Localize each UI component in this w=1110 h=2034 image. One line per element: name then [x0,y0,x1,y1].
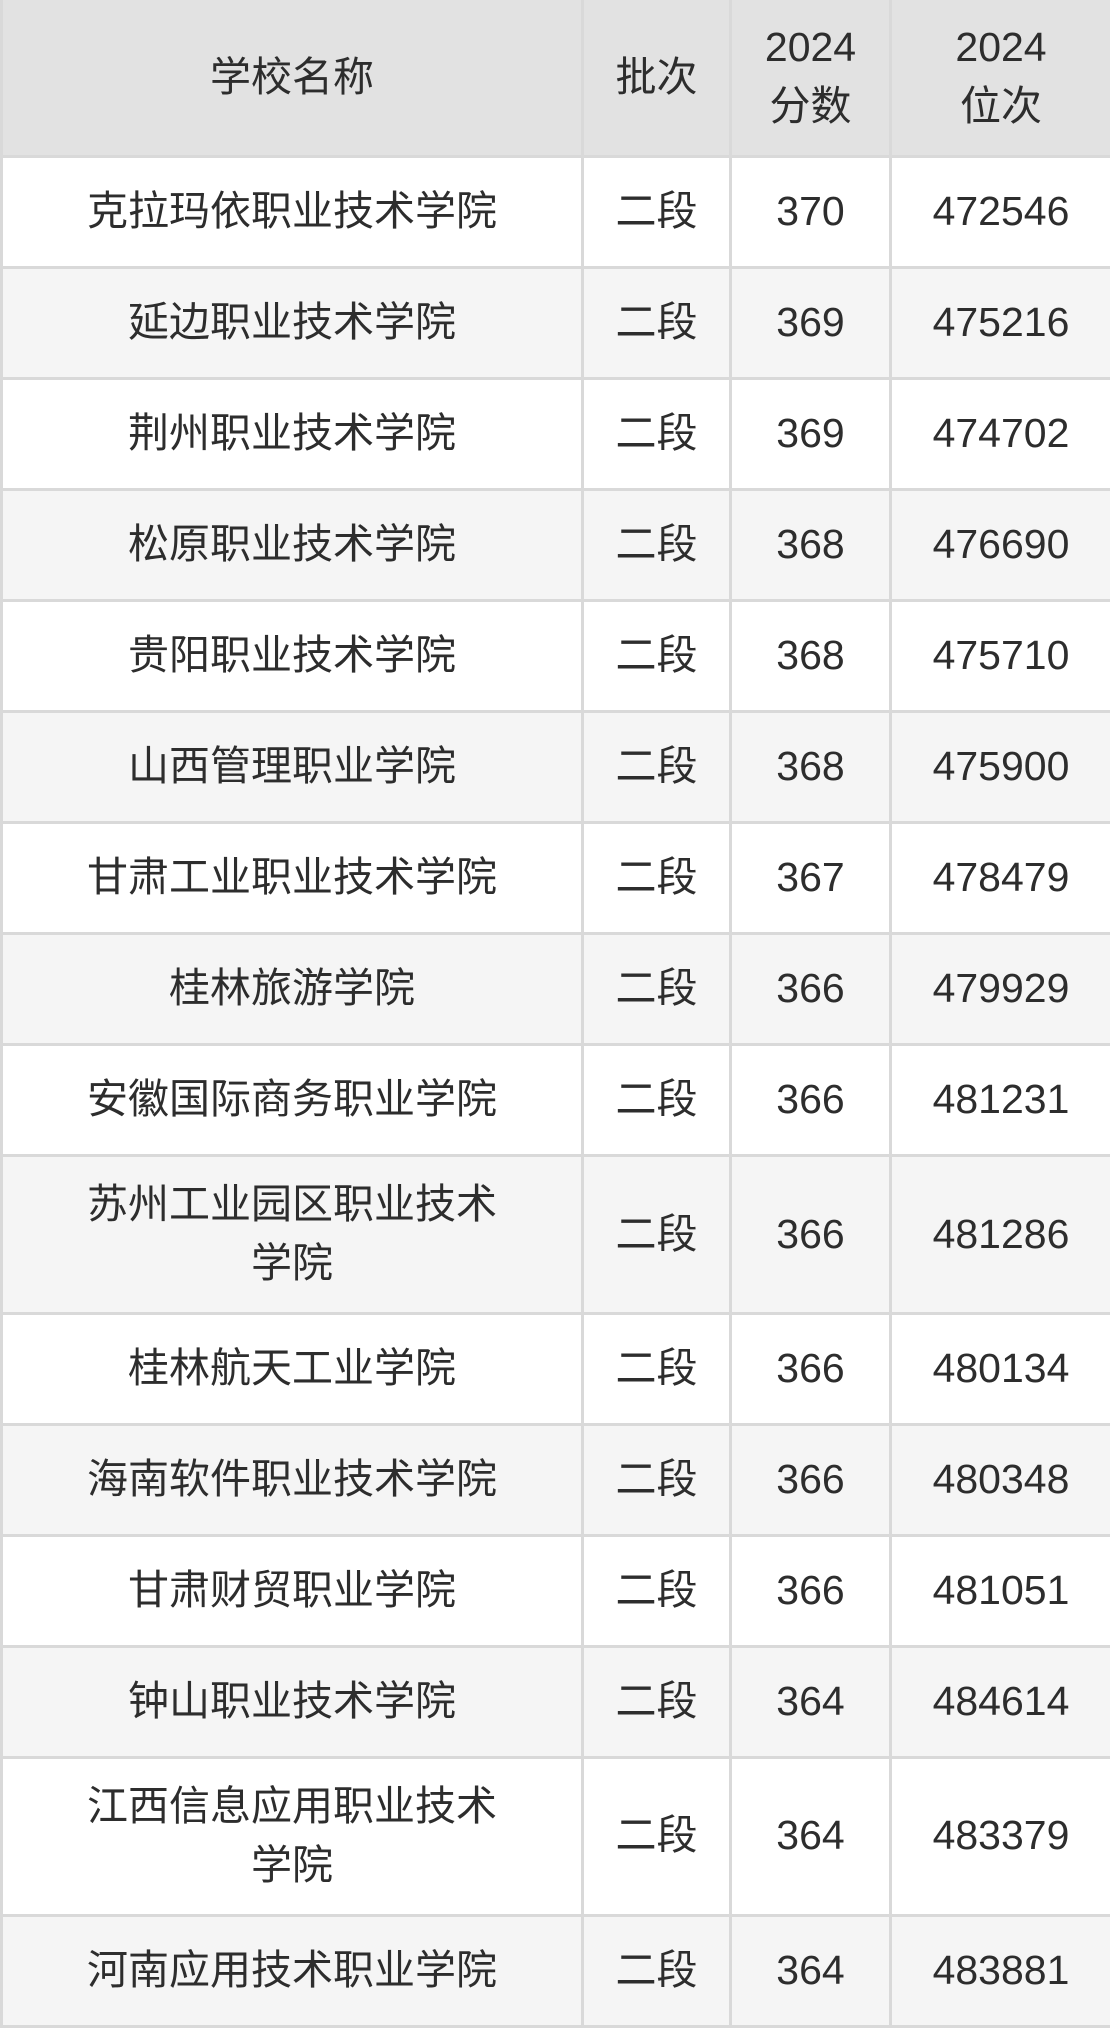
cell-rank: 481051 [889,1533,1110,1648]
cell-score: 366 [729,1422,892,1537]
cell-rank: 476690 [889,487,1110,602]
cell-rank: 481286 [889,1153,1110,1315]
cell-rank: 475710 [889,598,1110,713]
cell-rank: 483881 [889,1913,1110,2028]
cell-score: 364 [729,1644,892,1759]
table-row: 甘肃工业职业技术学院 二段 367 478479 [0,820,1110,935]
table-row: 松原职业技术学院 二段 368 476690 [0,487,1110,602]
table-row: 克拉玛依职业技术学院 二段 370 472546 [0,154,1110,269]
cell-school: 海南软件职业技术学院 [0,1422,584,1537]
col-header-school-name: 学校名称 [0,0,584,158]
table-row: 河南应用技术职业学院 二段 364 483881 [0,1913,1110,2028]
table-row: 苏州工业园区职业技术学院 二段 366 481286 [0,1153,1110,1315]
header-row: 学校名称 批次 2024 分数 2024 位次 [0,0,1110,158]
table-row: 山西管理职业学院 二段 368 475900 [0,709,1110,824]
table-row: 海南软件职业技术学院 二段 366 480348 [0,1422,1110,1537]
col-header-2024-rank: 2024 位次 [889,0,1110,158]
cell-batch: 二段 [581,154,732,269]
table-row: 甘肃财贸职业学院 二段 366 481051 [0,1533,1110,1648]
table-row: 贵阳职业技术学院 二段 368 475710 [0,598,1110,713]
cell-score: 370 [729,154,892,269]
cell-score: 368 [729,709,892,824]
cell-score: 366 [729,1042,892,1157]
cell-score: 364 [729,1755,892,1917]
cell-school: 松原职业技术学院 [0,487,584,602]
cell-school: 苏州工业园区职业技术学院 [0,1153,584,1315]
cell-batch: 二段 [581,598,732,713]
cell-batch: 二段 [581,820,732,935]
cell-school: 荆州职业技术学院 [0,376,584,491]
cell-rank: 481231 [889,1042,1110,1157]
cell-batch: 二段 [581,931,732,1046]
cell-school: 桂林航天工业学院 [0,1311,584,1426]
cell-score: 366 [729,1533,892,1648]
cell-score: 369 [729,376,892,491]
cell-rank: 478479 [889,820,1110,935]
cell-school: 钟山职业技术学院 [0,1644,584,1759]
table-row: 荆州职业技术学院 二段 369 474702 [0,376,1110,491]
table-body: 克拉玛依职业技术学院 二段 370 472546 延边职业技术学院 二段 369 475216… [0,154,1110,2028]
cell-batch: 二段 [581,1153,732,1315]
table-row: 桂林旅游学院 二段 366 479929 [0,931,1110,1046]
cell-school: 甘肃工业职业技术学院 [0,820,584,935]
table-row: 桂林航天工业学院 二段 366 480134 [0,1311,1110,1426]
cell-score: 368 [729,487,892,602]
col-header-2024-score: 2024 分数 [729,0,892,158]
cell-school: 延边职业技术学院 [0,265,584,380]
cell-school: 安徽国际商务职业学院 [0,1042,584,1157]
table-row: 延边职业技术学院 二段 369 475216 [0,265,1110,380]
cell-rank: 474702 [889,376,1110,491]
cell-score: 368 [729,598,892,713]
cell-batch: 二段 [581,1913,732,2028]
cell-rank: 483379 [889,1755,1110,1917]
cell-rank: 480134 [889,1311,1110,1426]
col-header-batch: 批次 [581,0,732,158]
cell-batch: 二段 [581,487,732,602]
cell-score: 367 [729,820,892,935]
cell-school: 江西信息应用职业技术学院 [0,1755,584,1917]
cell-rank: 475216 [889,265,1110,380]
cell-batch: 二段 [581,1311,732,1426]
cell-score: 369 [729,265,892,380]
cell-school: 山西管理职业学院 [0,709,584,824]
cell-score: 364 [729,1913,892,2028]
cell-rank: 472546 [889,154,1110,269]
cell-batch: 二段 [581,1755,732,1917]
cell-batch: 二段 [581,1422,732,1537]
table-row: 江西信息应用职业技术学院 二段 364 483379 [0,1755,1110,1917]
cell-score: 366 [729,1153,892,1315]
cell-school: 甘肃财贸职业学院 [0,1533,584,1648]
cell-rank: 475900 [889,709,1110,824]
cell-batch: 二段 [581,376,732,491]
cell-school: 河南应用技术职业学院 [0,1913,584,2028]
cell-rank: 480348 [889,1422,1110,1537]
table-row: 安徽国际商务职业学院 二段 366 481231 [0,1042,1110,1157]
cell-batch: 二段 [581,1644,732,1759]
cell-school: 桂林旅游学院 [0,931,584,1046]
table-row: 钟山职业技术学院 二段 364 484614 [0,1644,1110,1759]
cell-school: 贵阳职业技术学院 [0,598,584,713]
cell-batch: 二段 [581,709,732,824]
cell-batch: 二段 [581,265,732,380]
cell-rank: 479929 [889,931,1110,1046]
cell-rank: 484614 [889,1644,1110,1759]
cell-score: 366 [729,1311,892,1426]
cell-score: 366 [729,931,892,1046]
cell-batch: 二段 [581,1533,732,1648]
cell-batch: 二段 [581,1042,732,1157]
cell-school: 克拉玛依职业技术学院 [0,154,584,269]
